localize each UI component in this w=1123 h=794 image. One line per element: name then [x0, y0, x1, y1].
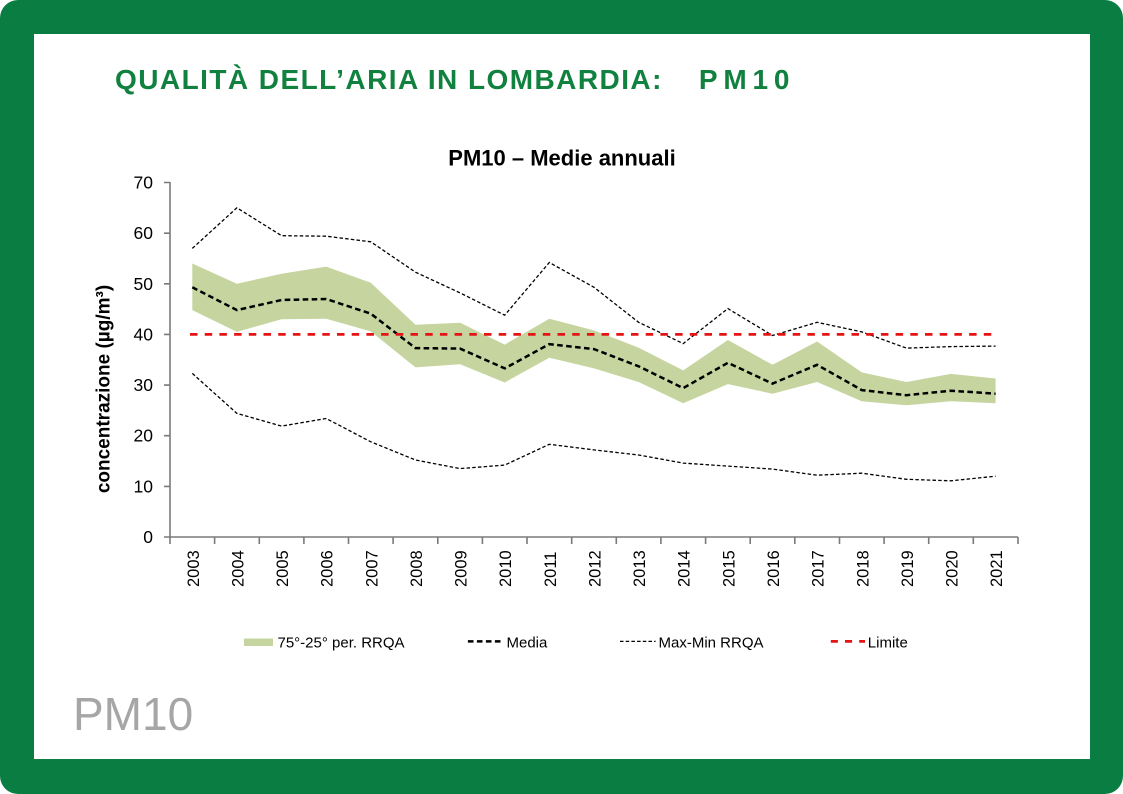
- svg-text:2009: 2009: [453, 550, 471, 587]
- svg-text:70: 70: [134, 173, 154, 193]
- svg-text:2008: 2008: [408, 550, 426, 587]
- svg-text:50: 50: [134, 274, 154, 294]
- svg-text:Media: Media: [507, 635, 549, 652]
- svg-text:75°-25° per. RRQA: 75°-25° per. RRQA: [278, 635, 405, 652]
- svg-text:40: 40: [134, 324, 154, 344]
- svg-text:60: 60: [134, 223, 154, 243]
- svg-text:10: 10: [134, 476, 154, 496]
- svg-text:2016: 2016: [765, 550, 783, 587]
- svg-text:Max-Min RRQA: Max-Min RRQA: [659, 635, 764, 652]
- svg-text:2014: 2014: [676, 550, 694, 587]
- svg-text:2018: 2018: [854, 550, 872, 587]
- svg-text:concentrazione (µg/m³): concentrazione (µg/m³): [94, 285, 115, 493]
- svg-text:2012: 2012: [587, 550, 605, 587]
- svg-text:2007: 2007: [363, 550, 381, 587]
- svg-text:2010: 2010: [497, 550, 515, 587]
- svg-text:0: 0: [143, 527, 153, 547]
- svg-text:2005: 2005: [274, 550, 292, 587]
- svg-text:2015: 2015: [720, 550, 738, 587]
- svg-text:30: 30: [134, 375, 154, 395]
- svg-text:2004: 2004: [229, 550, 247, 587]
- svg-text:2019: 2019: [899, 550, 917, 587]
- svg-text:2021: 2021: [988, 550, 1006, 587]
- svg-text:Limite: Limite: [868, 635, 908, 652]
- svg-text:2013: 2013: [631, 550, 649, 587]
- svg-text:2003: 2003: [185, 550, 203, 587]
- svg-text:2020: 2020: [944, 550, 962, 587]
- svg-text:2017: 2017: [810, 550, 828, 587]
- svg-text:2011: 2011: [542, 552, 560, 587]
- svg-text:20: 20: [134, 426, 154, 446]
- svg-text:2006: 2006: [319, 550, 337, 587]
- svg-text:PM10 – Medie annuali: PM10 – Medie annuali: [448, 146, 675, 171]
